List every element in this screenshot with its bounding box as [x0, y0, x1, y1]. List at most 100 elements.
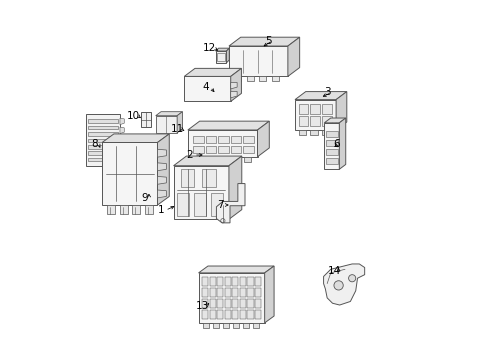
Polygon shape	[213, 323, 220, 328]
Polygon shape	[310, 130, 318, 135]
Polygon shape	[202, 169, 216, 187]
Text: 4: 4	[202, 82, 209, 92]
Polygon shape	[206, 136, 216, 143]
Text: 7: 7	[217, 200, 223, 210]
Polygon shape	[173, 166, 229, 219]
Text: 5: 5	[265, 36, 271, 46]
Polygon shape	[243, 323, 249, 328]
Polygon shape	[145, 205, 153, 214]
Polygon shape	[193, 136, 203, 143]
Polygon shape	[217, 277, 223, 286]
Polygon shape	[231, 157, 239, 162]
Polygon shape	[322, 116, 332, 126]
Polygon shape	[223, 323, 229, 328]
Polygon shape	[326, 158, 338, 164]
Polygon shape	[156, 116, 177, 133]
Polygon shape	[120, 145, 124, 152]
Polygon shape	[120, 154, 124, 160]
Polygon shape	[225, 299, 231, 308]
Polygon shape	[265, 266, 274, 323]
Text: 3: 3	[324, 87, 330, 98]
Polygon shape	[202, 288, 208, 297]
Polygon shape	[298, 116, 308, 126]
Polygon shape	[225, 310, 231, 319]
Polygon shape	[216, 48, 229, 51]
Polygon shape	[88, 126, 118, 129]
Polygon shape	[225, 277, 231, 286]
Polygon shape	[259, 76, 267, 81]
Polygon shape	[157, 134, 169, 205]
Polygon shape	[255, 299, 261, 308]
Polygon shape	[88, 145, 118, 149]
Polygon shape	[322, 104, 332, 114]
Polygon shape	[210, 288, 216, 297]
Text: 2: 2	[186, 150, 193, 160]
Polygon shape	[211, 193, 223, 216]
Polygon shape	[210, 277, 216, 286]
Polygon shape	[298, 104, 308, 114]
Polygon shape	[202, 299, 208, 308]
Polygon shape	[240, 277, 246, 286]
Polygon shape	[102, 143, 157, 205]
Text: 10: 10	[127, 111, 140, 121]
Polygon shape	[229, 37, 300, 46]
Polygon shape	[231, 82, 237, 89]
Polygon shape	[210, 310, 216, 319]
Polygon shape	[205, 157, 213, 162]
Polygon shape	[324, 118, 346, 123]
Polygon shape	[157, 176, 167, 184]
Polygon shape	[326, 140, 338, 146]
Text: 8: 8	[91, 139, 98, 149]
Polygon shape	[272, 76, 279, 81]
Polygon shape	[247, 288, 253, 297]
Polygon shape	[217, 288, 223, 297]
Polygon shape	[102, 134, 169, 143]
Polygon shape	[202, 310, 208, 319]
Polygon shape	[225, 288, 231, 297]
Polygon shape	[232, 288, 239, 297]
Polygon shape	[120, 127, 124, 134]
Polygon shape	[298, 130, 306, 135]
Polygon shape	[88, 139, 118, 142]
Polygon shape	[157, 149, 167, 157]
Polygon shape	[240, 310, 246, 319]
Polygon shape	[247, 76, 254, 81]
Polygon shape	[295, 100, 336, 130]
Polygon shape	[188, 121, 270, 130]
Polygon shape	[253, 323, 259, 328]
Polygon shape	[217, 184, 245, 223]
Circle shape	[334, 281, 343, 290]
Polygon shape	[231, 91, 237, 98]
Text: 12: 12	[203, 43, 216, 53]
Polygon shape	[232, 277, 239, 286]
Polygon shape	[258, 121, 270, 157]
Polygon shape	[231, 145, 241, 153]
Polygon shape	[234, 76, 242, 81]
Polygon shape	[326, 131, 338, 137]
Polygon shape	[202, 277, 208, 286]
Polygon shape	[311, 104, 320, 114]
Polygon shape	[288, 37, 300, 76]
Polygon shape	[88, 119, 118, 123]
Polygon shape	[181, 169, 194, 187]
Polygon shape	[336, 91, 347, 130]
Polygon shape	[247, 299, 253, 308]
Polygon shape	[88, 132, 118, 136]
Polygon shape	[339, 118, 346, 169]
Polygon shape	[229, 46, 288, 76]
Polygon shape	[184, 68, 242, 76]
Polygon shape	[210, 299, 216, 308]
Polygon shape	[198, 273, 265, 323]
Polygon shape	[324, 123, 339, 169]
Polygon shape	[218, 136, 228, 143]
Polygon shape	[173, 156, 242, 166]
Polygon shape	[177, 193, 189, 216]
Polygon shape	[323, 264, 365, 305]
Polygon shape	[255, 310, 261, 319]
Circle shape	[348, 275, 356, 282]
Polygon shape	[188, 130, 258, 157]
Polygon shape	[311, 116, 320, 126]
Text: 6: 6	[333, 139, 340, 149]
Polygon shape	[233, 323, 239, 328]
Polygon shape	[232, 310, 239, 319]
